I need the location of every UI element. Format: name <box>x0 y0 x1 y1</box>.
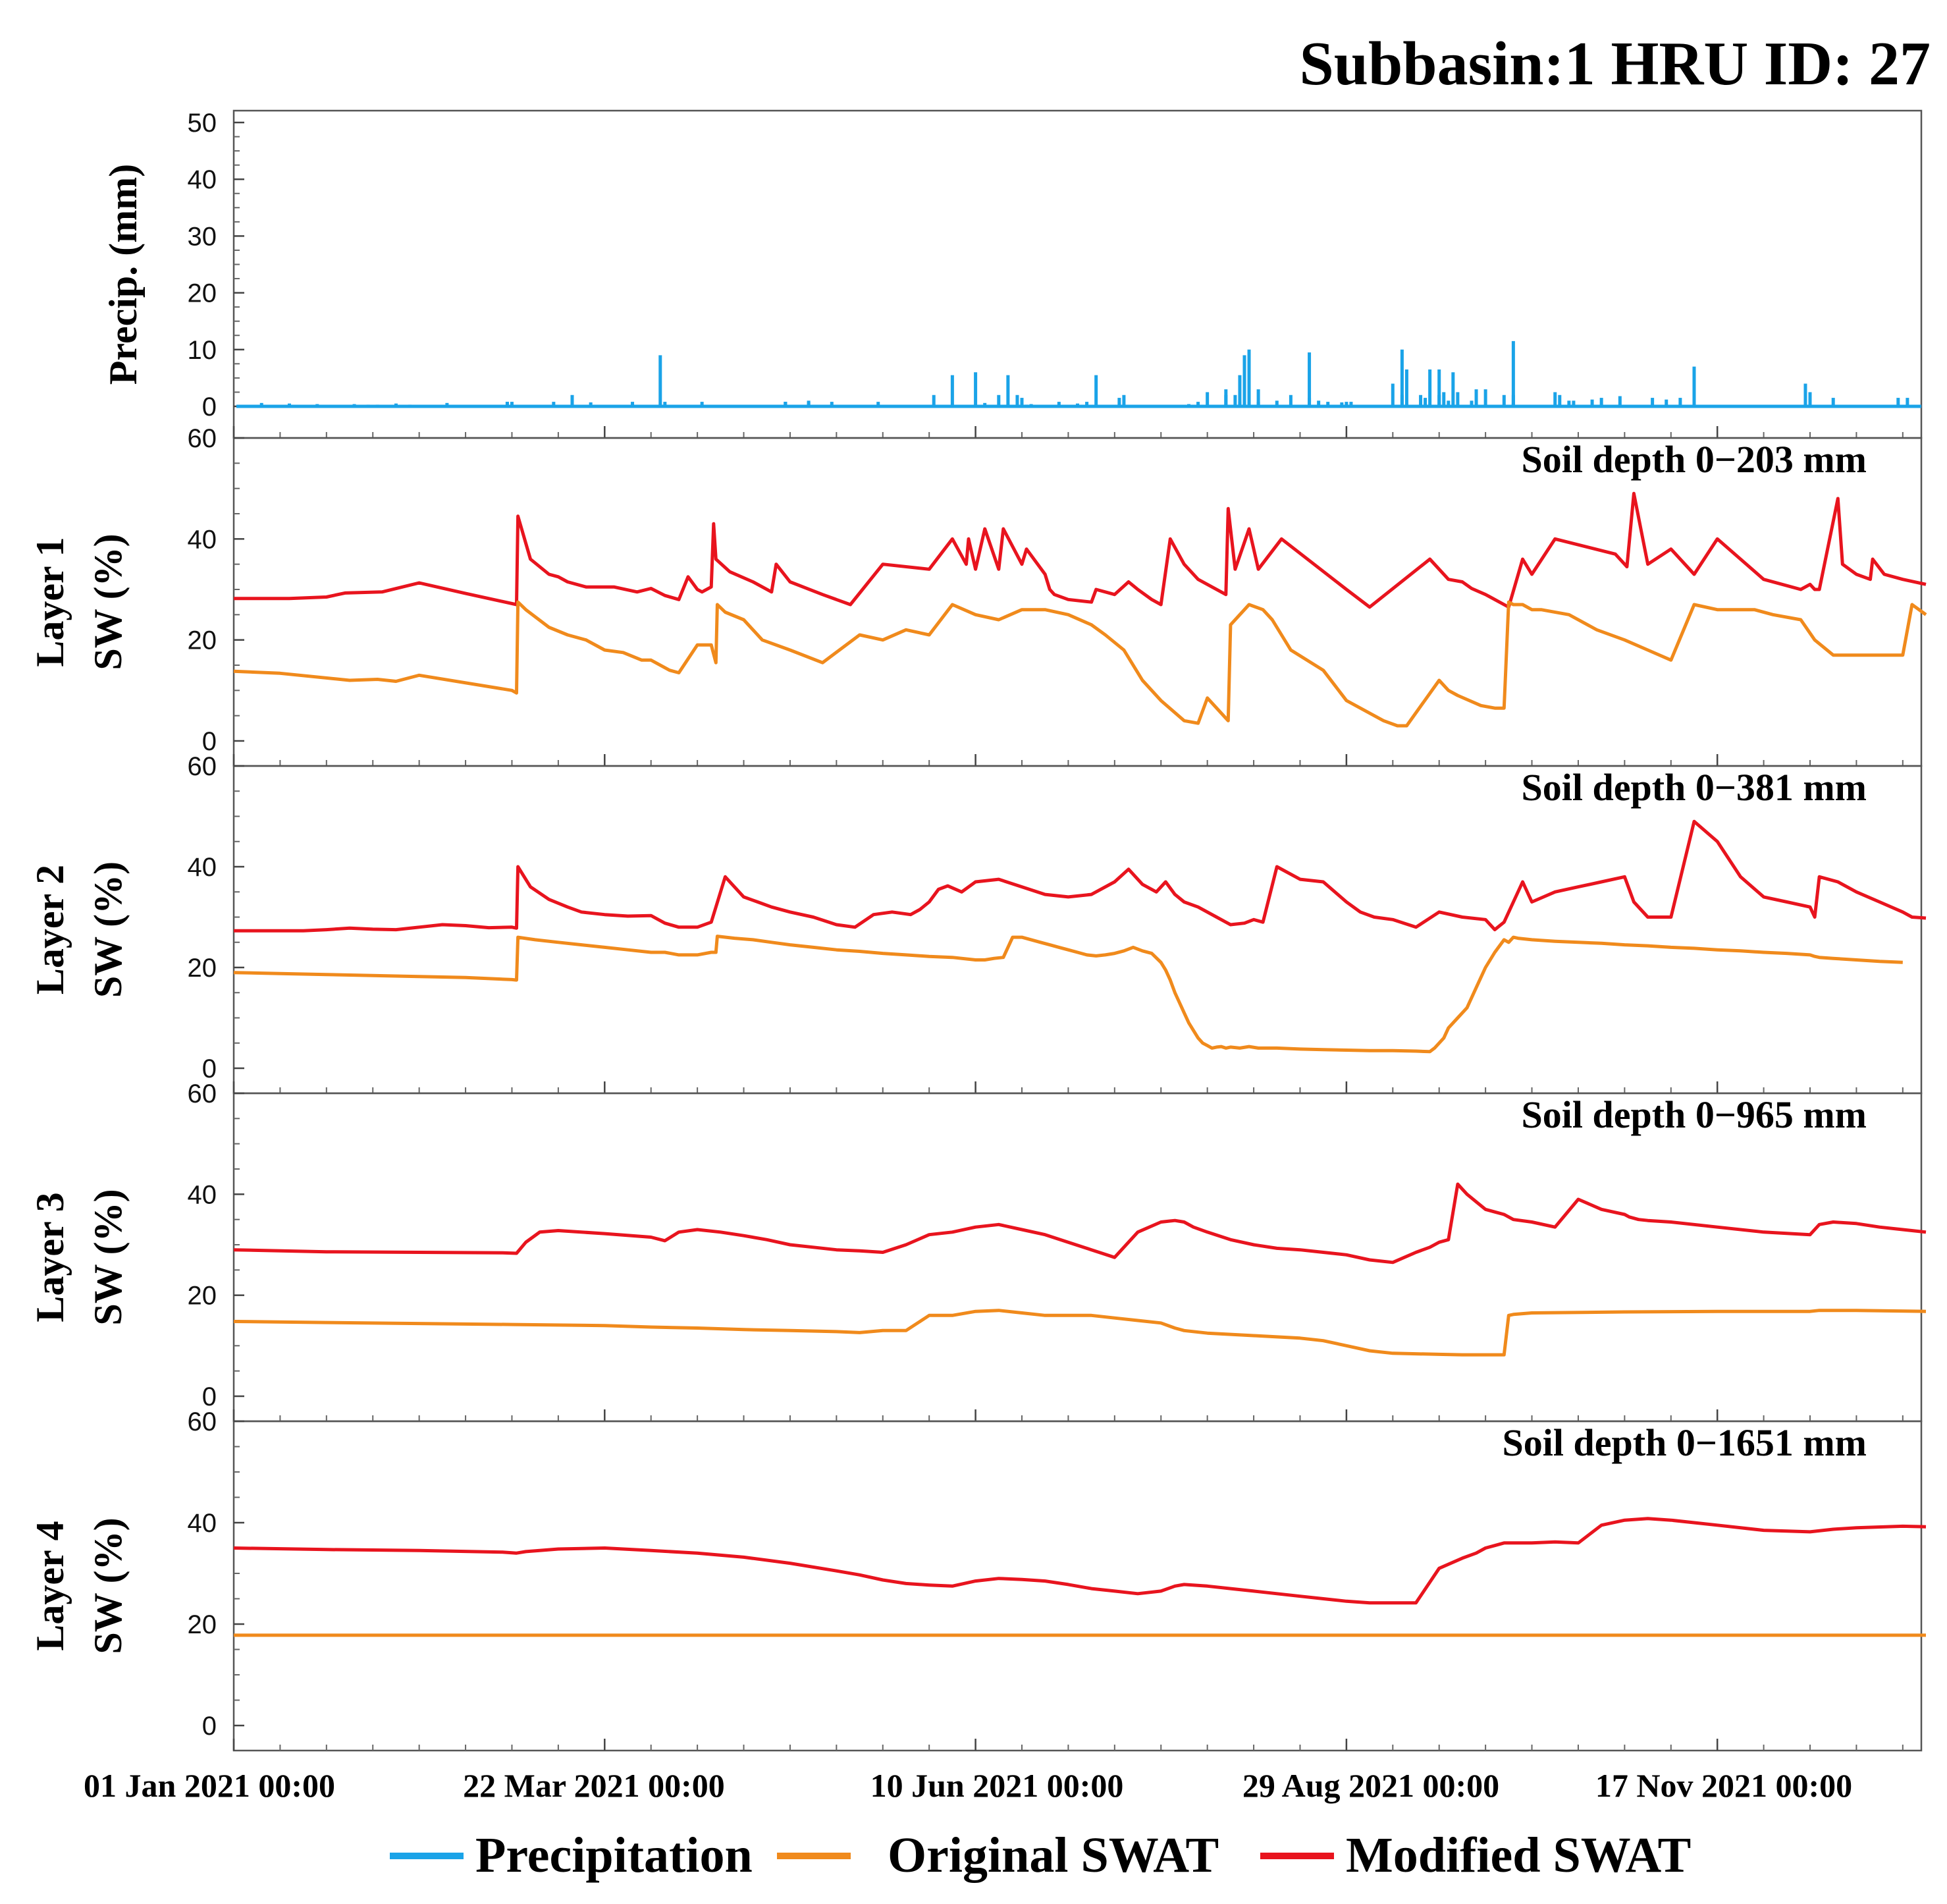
y-tick-label: 20 <box>188 1610 217 1639</box>
legend-label: Precipitation <box>475 1828 753 1883</box>
y-tick-label: 60 <box>188 1079 217 1108</box>
y-tick-label: 0 <box>202 727 217 756</box>
panel-frame <box>232 765 1923 1095</box>
y-tick-label: 40 <box>188 1509 217 1538</box>
y-tick-label: 20 <box>188 626 217 655</box>
y-tick-label: 20 <box>188 279 217 308</box>
y-tick-label: 20 <box>188 1282 217 1311</box>
modified-swat-line <box>234 491 1927 609</box>
panel-1: 0 10 20 30 40 50 Precip. (mm) <box>101 109 1923 439</box>
soil-depth-label: Soil depth 0−1651 mm <box>1503 1421 1867 1464</box>
panel-4: 0 20 40 60 Layer 3 SW (%) Soil depth 0−965 mm <box>28 1079 1927 1423</box>
y-axis-label: SW (%) <box>86 533 130 670</box>
legend: Precipitation Original SWAT Modified SWAT <box>390 1828 1691 1883</box>
y-tick-label: 60 <box>188 752 217 781</box>
y-tick-label: 50 <box>188 109 217 138</box>
original-swat-line <box>233 1309 1927 1357</box>
y-axis-label: Layer 4 <box>28 1521 72 1650</box>
y-tick-label: 0 <box>202 393 217 422</box>
x-tick-label: 01 Jan 2021 00:00 <box>84 1767 335 1804</box>
y-tick-label: 0 <box>202 1382 217 1411</box>
panel-frame <box>232 109 1923 439</box>
y-axis-label: SW (%) <box>86 1189 130 1325</box>
original-swat-line <box>233 600 1927 728</box>
x-tick-label: 10 Jun 2021 00:00 <box>870 1767 1124 1804</box>
y-tick-label: 60 <box>188 1407 217 1436</box>
y-tick-label: 0 <box>202 1712 217 1741</box>
y-axis-label: SW (%) <box>86 861 130 998</box>
x-tick-label: 17 Nov 2021 00:00 <box>1595 1767 1852 1804</box>
y-axis-label: SW (%) <box>86 1517 130 1654</box>
panel-5: 0 20 40 60 Layer 4 SW (%) Soil depth 0−1651 mm <box>28 1407 1927 1752</box>
legend-label: Modified SWAT <box>1346 1828 1691 1883</box>
y-tick-label: 30 <box>188 222 217 251</box>
y-tick-label: 40 <box>188 853 217 882</box>
soil-depth-label: Soil depth 0−203 mm <box>1522 438 1867 481</box>
x-tick-label: 29 Aug 2021 00:00 <box>1242 1767 1499 1804</box>
y-tick-label: 40 <box>188 165 217 194</box>
panel-2: 0 20 40 60 Layer 1 SW (%) Soil depth 0−203 mm <box>28 424 1927 767</box>
y-tick-label: 40 <box>188 1180 217 1209</box>
panel-3: 0 20 40 60 Layer 2 SW (%) Soil depth 0−381 mm <box>28 752 1927 1095</box>
panel-frame <box>232 1092 1923 1423</box>
y-axis-label: Layer 1 <box>28 537 72 666</box>
modified-swat-line <box>233 1182 1927 1265</box>
soil-depth-label: Soil depth 0−965 mm <box>1522 1093 1867 1136</box>
x-tick-label: 22 Mar 2021 00:00 <box>463 1767 725 1804</box>
y-tick-label: 60 <box>188 424 217 453</box>
y-tick-label: 10 <box>188 336 217 365</box>
y-tick-label: 40 <box>188 525 217 554</box>
legend-label: Original SWAT <box>888 1828 1219 1883</box>
y-axis-label: Layer 2 <box>28 865 72 994</box>
y-tick-label: 20 <box>188 954 217 983</box>
y-axis-label: Precip. (mm) <box>101 164 145 385</box>
modified-swat-line <box>233 1517 1927 1605</box>
panel-frame <box>232 1420 1923 1752</box>
soil-depth-label: Soil depth 0−381 mm <box>1522 766 1867 809</box>
modified-swat-line <box>234 819 1927 933</box>
original-swat-line <box>233 935 1903 1054</box>
y-axis-label: Layer 3 <box>28 1192 72 1322</box>
precipitation-series <box>236 340 1921 408</box>
y-tick-label: 0 <box>202 1054 217 1083</box>
chart-title: Subbasin:1 HRU ID: 27 <box>1299 30 1931 98</box>
